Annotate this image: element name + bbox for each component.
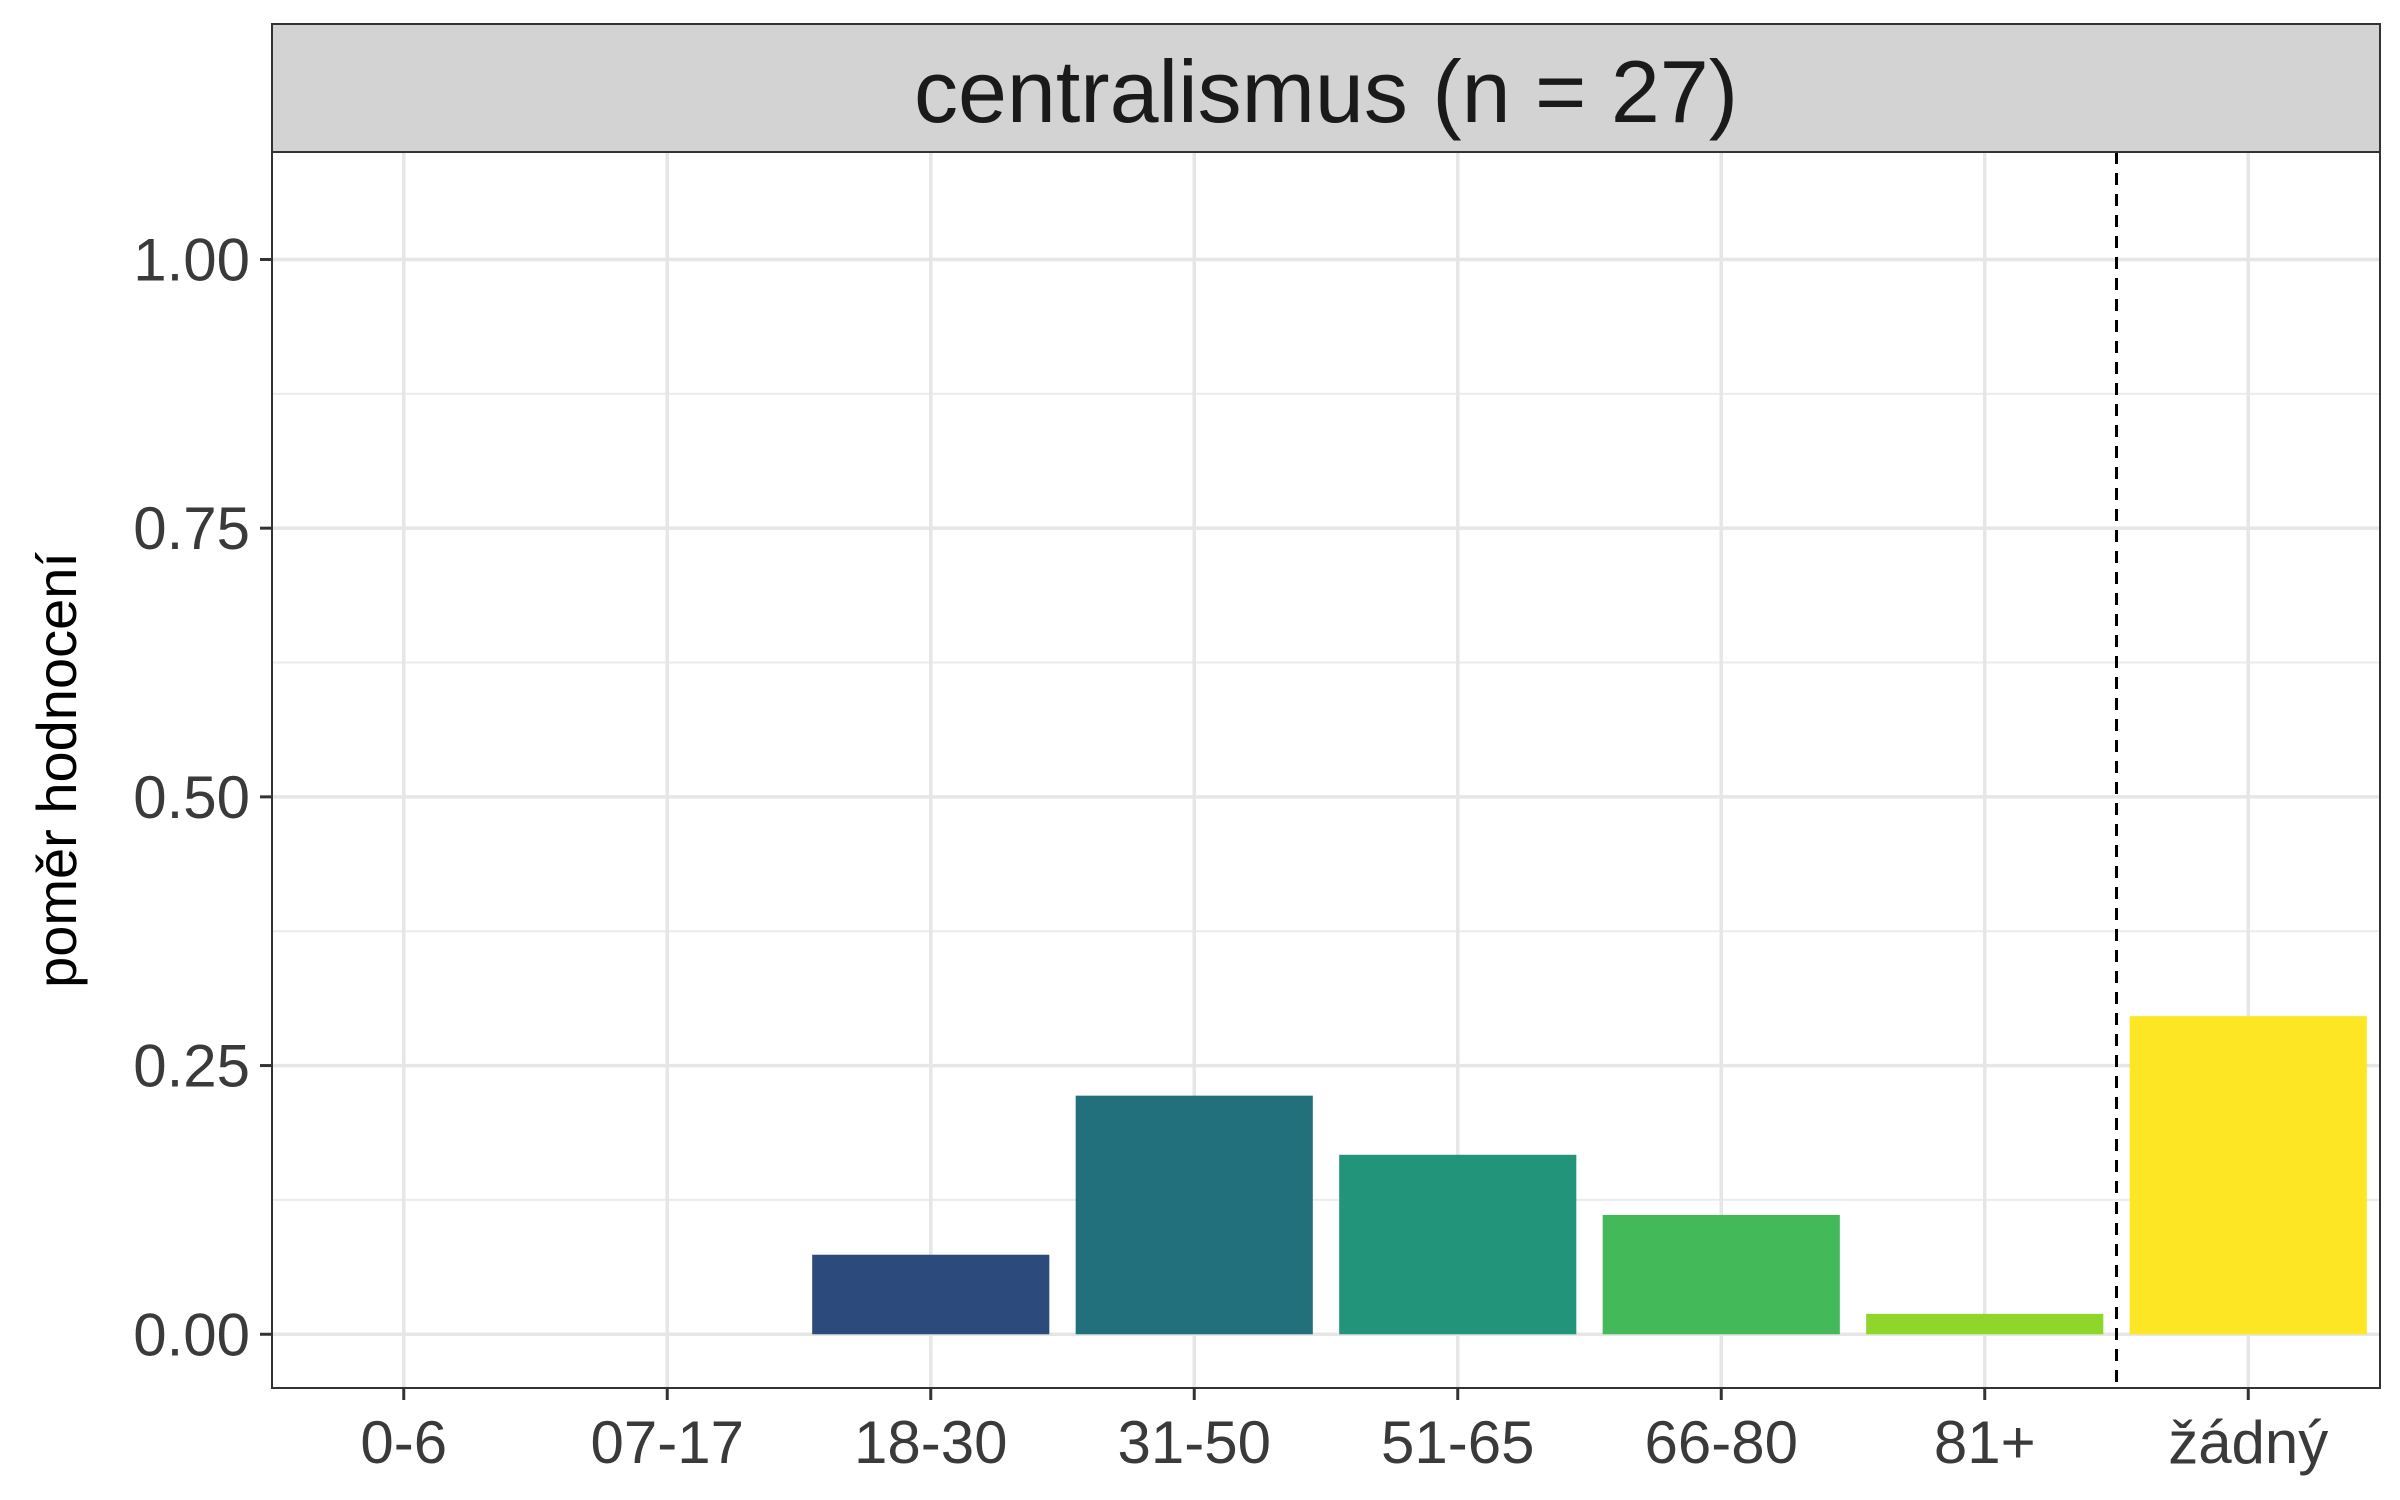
bar-66-80: [1602, 1214, 1840, 1335]
x-tick-label: 81+: [1934, 1409, 2036, 1476]
bar-51-65: [1339, 1154, 1577, 1335]
facet-title: centralismus (n = 27): [914, 42, 1738, 141]
y-tick-label: 0.50: [133, 764, 250, 831]
x-axis: 0-6 07-17 18-30 31-50 51-65 66-80 81+ žádný: [360, 1388, 2328, 1476]
bar-žádný: [2129, 1016, 2367, 1335]
x-tick-label: 31-50: [1118, 1409, 1271, 1476]
x-tick-label: 0-6: [360, 1409, 447, 1476]
bar-31-50: [1075, 1095, 1313, 1335]
facet-strip: [271, 23, 2381, 153]
x-tick-label: 66-80: [1645, 1409, 1798, 1476]
x-tick-label: 51-65: [1381, 1409, 1534, 1476]
y-tick-label: 0.00: [133, 1301, 250, 1368]
bar-18-30: [812, 1254, 1050, 1335]
x-tick-label: 07-17: [591, 1409, 744, 1476]
y-tick-label: 0.75: [133, 495, 250, 562]
x-tick-label: 18-30: [854, 1409, 1007, 1476]
gridlines: [272, 152, 2380, 1388]
panel-border: [271, 151, 2381, 1389]
y-tick-label: 1.00: [133, 226, 250, 293]
y-axis: 0.00 0.25 0.50 0.75 1.00: [133, 226, 272, 1368]
y-axis-title: poměr hodnocení: [25, 552, 88, 988]
y-tick-label: 0.25: [133, 1033, 250, 1100]
bar-81+: [1866, 1313, 2104, 1335]
bars: [812, 1016, 2367, 1335]
x-tick-label: žádný: [2168, 1409, 2328, 1476]
